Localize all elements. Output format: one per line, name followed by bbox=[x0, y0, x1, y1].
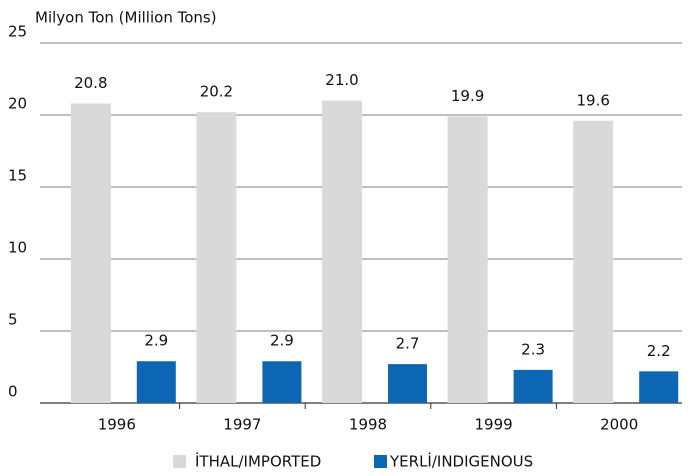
bar bbox=[513, 369, 553, 403]
value-label: 19.6 bbox=[576, 91, 609, 109]
bar bbox=[639, 371, 679, 403]
bar bbox=[136, 361, 176, 403]
bar bbox=[262, 361, 302, 403]
value-label: 2.3 bbox=[521, 340, 545, 358]
value-label: 20.2 bbox=[200, 83, 233, 101]
x-tick-label: 1999 bbox=[475, 416, 513, 434]
y-tick-label: 0 bbox=[8, 383, 18, 401]
y-tick-label: 15 bbox=[8, 167, 27, 185]
y-axis-label: Milyon Ton (Million Tons) bbox=[35, 9, 217, 27]
y-tick-label: 20 bbox=[8, 95, 27, 113]
y-tick-label: 10 bbox=[8, 239, 27, 257]
x-tick-label: 1998 bbox=[349, 416, 387, 434]
value-label: 2.2 bbox=[647, 342, 671, 360]
bar bbox=[196, 112, 237, 404]
value-label: 2.9 bbox=[270, 332, 294, 350]
bar bbox=[388, 364, 427, 403]
bar bbox=[573, 120, 614, 403]
value-label: 19.9 bbox=[451, 87, 484, 105]
legend-label: İTHAL/IMPORTED bbox=[195, 452, 321, 471]
x-tick-label: 2000 bbox=[600, 416, 638, 434]
bar bbox=[447, 116, 488, 403]
x-tick-label: 1997 bbox=[223, 416, 261, 434]
value-label: 2.7 bbox=[396, 335, 420, 353]
y-tick-label: 25 bbox=[8, 23, 27, 41]
legend-label: YERLİ/INDIGENOUS bbox=[389, 452, 533, 471]
x-tick-label: 1996 bbox=[98, 416, 136, 434]
y-tick-label: 5 bbox=[8, 311, 18, 329]
bar bbox=[322, 100, 362, 403]
legend-swatch bbox=[173, 455, 186, 468]
bar bbox=[70, 103, 111, 403]
value-label: 2.9 bbox=[144, 332, 168, 350]
value-label: 20.8 bbox=[74, 74, 107, 92]
value-label: 21.0 bbox=[325, 71, 358, 89]
legend-swatch bbox=[374, 455, 387, 468]
